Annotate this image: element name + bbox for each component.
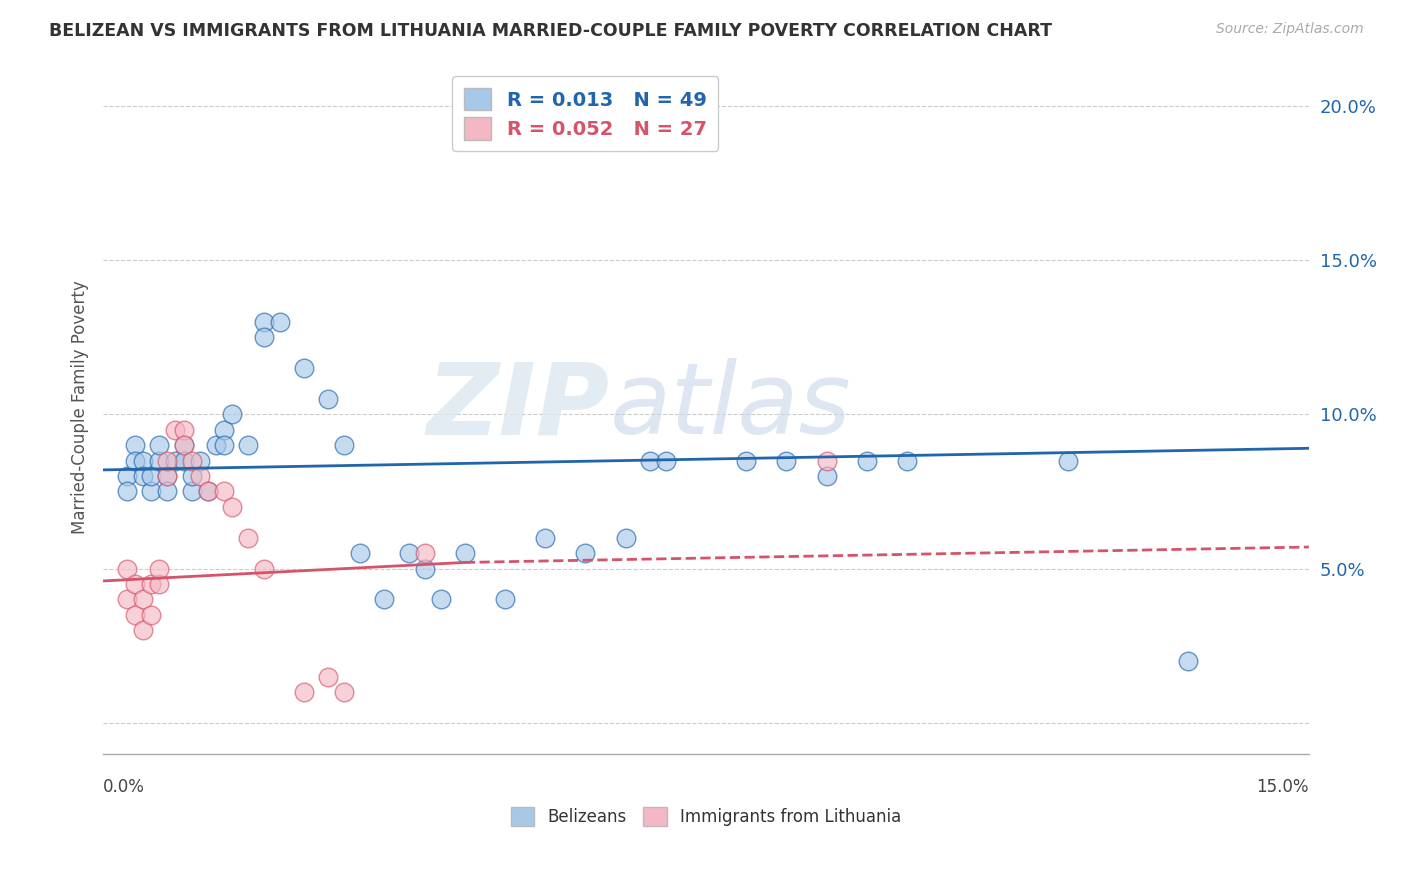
Point	[180, 484, 202, 499]
Point	[253, 330, 276, 344]
Point	[156, 484, 179, 499]
Point	[413, 561, 436, 575]
Text: 0.0%: 0.0%	[103, 779, 145, 797]
Point	[574, 546, 596, 560]
Point	[316, 670, 339, 684]
Point	[173, 438, 195, 452]
Point	[333, 438, 356, 452]
Point	[655, 453, 678, 467]
Point	[197, 484, 219, 499]
Point	[212, 484, 235, 499]
Y-axis label: Married-Couple Family Poverty: Married-Couple Family Poverty	[72, 280, 89, 533]
Point	[638, 453, 661, 467]
Point	[132, 453, 155, 467]
Point	[188, 469, 211, 483]
Point	[141, 607, 163, 622]
Point	[132, 469, 155, 483]
Point	[156, 453, 179, 467]
Point	[333, 685, 356, 699]
Point	[141, 484, 163, 499]
Point	[236, 438, 259, 452]
Point	[148, 438, 170, 452]
Point	[413, 546, 436, 560]
Point	[1056, 453, 1078, 467]
Point	[775, 453, 797, 467]
Point	[398, 546, 420, 560]
Point	[173, 423, 195, 437]
Point	[156, 469, 179, 483]
Point	[197, 484, 219, 499]
Point	[292, 361, 315, 376]
Point	[1177, 654, 1199, 668]
Point	[815, 453, 838, 467]
Point	[204, 438, 226, 452]
Point	[269, 315, 291, 329]
Point	[115, 561, 138, 575]
Point	[188, 453, 211, 467]
Point	[349, 546, 371, 560]
Point	[614, 531, 637, 545]
Point	[132, 624, 155, 638]
Text: 15.0%: 15.0%	[1257, 779, 1309, 797]
Point	[115, 484, 138, 499]
Point	[292, 685, 315, 699]
Text: ZIP: ZIP	[426, 359, 610, 455]
Point	[855, 453, 877, 467]
Text: atlas: atlas	[610, 359, 851, 455]
Point	[124, 453, 146, 467]
Text: BELIZEAN VS IMMIGRANTS FROM LITHUANIA MARRIED-COUPLE FAMILY POVERTY CORRELATION : BELIZEAN VS IMMIGRANTS FROM LITHUANIA MA…	[49, 22, 1052, 40]
Point	[316, 392, 339, 406]
Point	[124, 577, 146, 591]
Point	[165, 453, 187, 467]
Point	[221, 500, 243, 514]
Point	[124, 607, 146, 622]
Point	[494, 592, 516, 607]
Point	[156, 469, 179, 483]
Legend: Belizeans, Immigrants from Lithuania: Belizeans, Immigrants from Lithuania	[505, 800, 908, 833]
Point	[236, 531, 259, 545]
Point	[141, 469, 163, 483]
Text: Source: ZipAtlas.com: Source: ZipAtlas.com	[1216, 22, 1364, 37]
Point	[115, 592, 138, 607]
Point	[815, 469, 838, 483]
Point	[253, 561, 276, 575]
Point	[896, 453, 918, 467]
Point	[132, 592, 155, 607]
Point	[180, 453, 202, 467]
Point	[534, 531, 557, 545]
Point	[148, 577, 170, 591]
Point	[148, 561, 170, 575]
Point	[148, 453, 170, 467]
Point	[173, 438, 195, 452]
Point	[180, 469, 202, 483]
Point	[212, 438, 235, 452]
Point	[212, 423, 235, 437]
Point	[735, 453, 758, 467]
Point	[165, 423, 187, 437]
Point	[253, 315, 276, 329]
Point	[173, 453, 195, 467]
Point	[221, 408, 243, 422]
Point	[429, 592, 451, 607]
Point	[124, 438, 146, 452]
Point	[454, 546, 477, 560]
Point	[141, 577, 163, 591]
Point	[115, 469, 138, 483]
Point	[373, 592, 395, 607]
